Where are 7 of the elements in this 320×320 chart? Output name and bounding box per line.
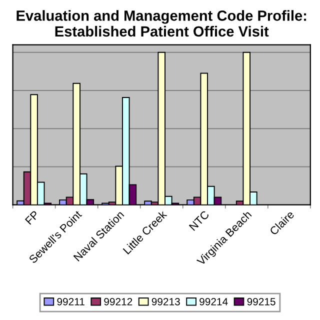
legend-label: 99213 [152,298,180,306]
x-tick-label: FP [24,210,40,225]
legend-label: 99212 [104,298,132,306]
legend-label: 99211 [57,298,84,306]
chart-title: Evaluation and Management Code Profile: Established Patient Office Visit [16,10,306,37]
legend-label: 99215 [247,298,276,306]
legend-label: 99214 [200,298,228,306]
